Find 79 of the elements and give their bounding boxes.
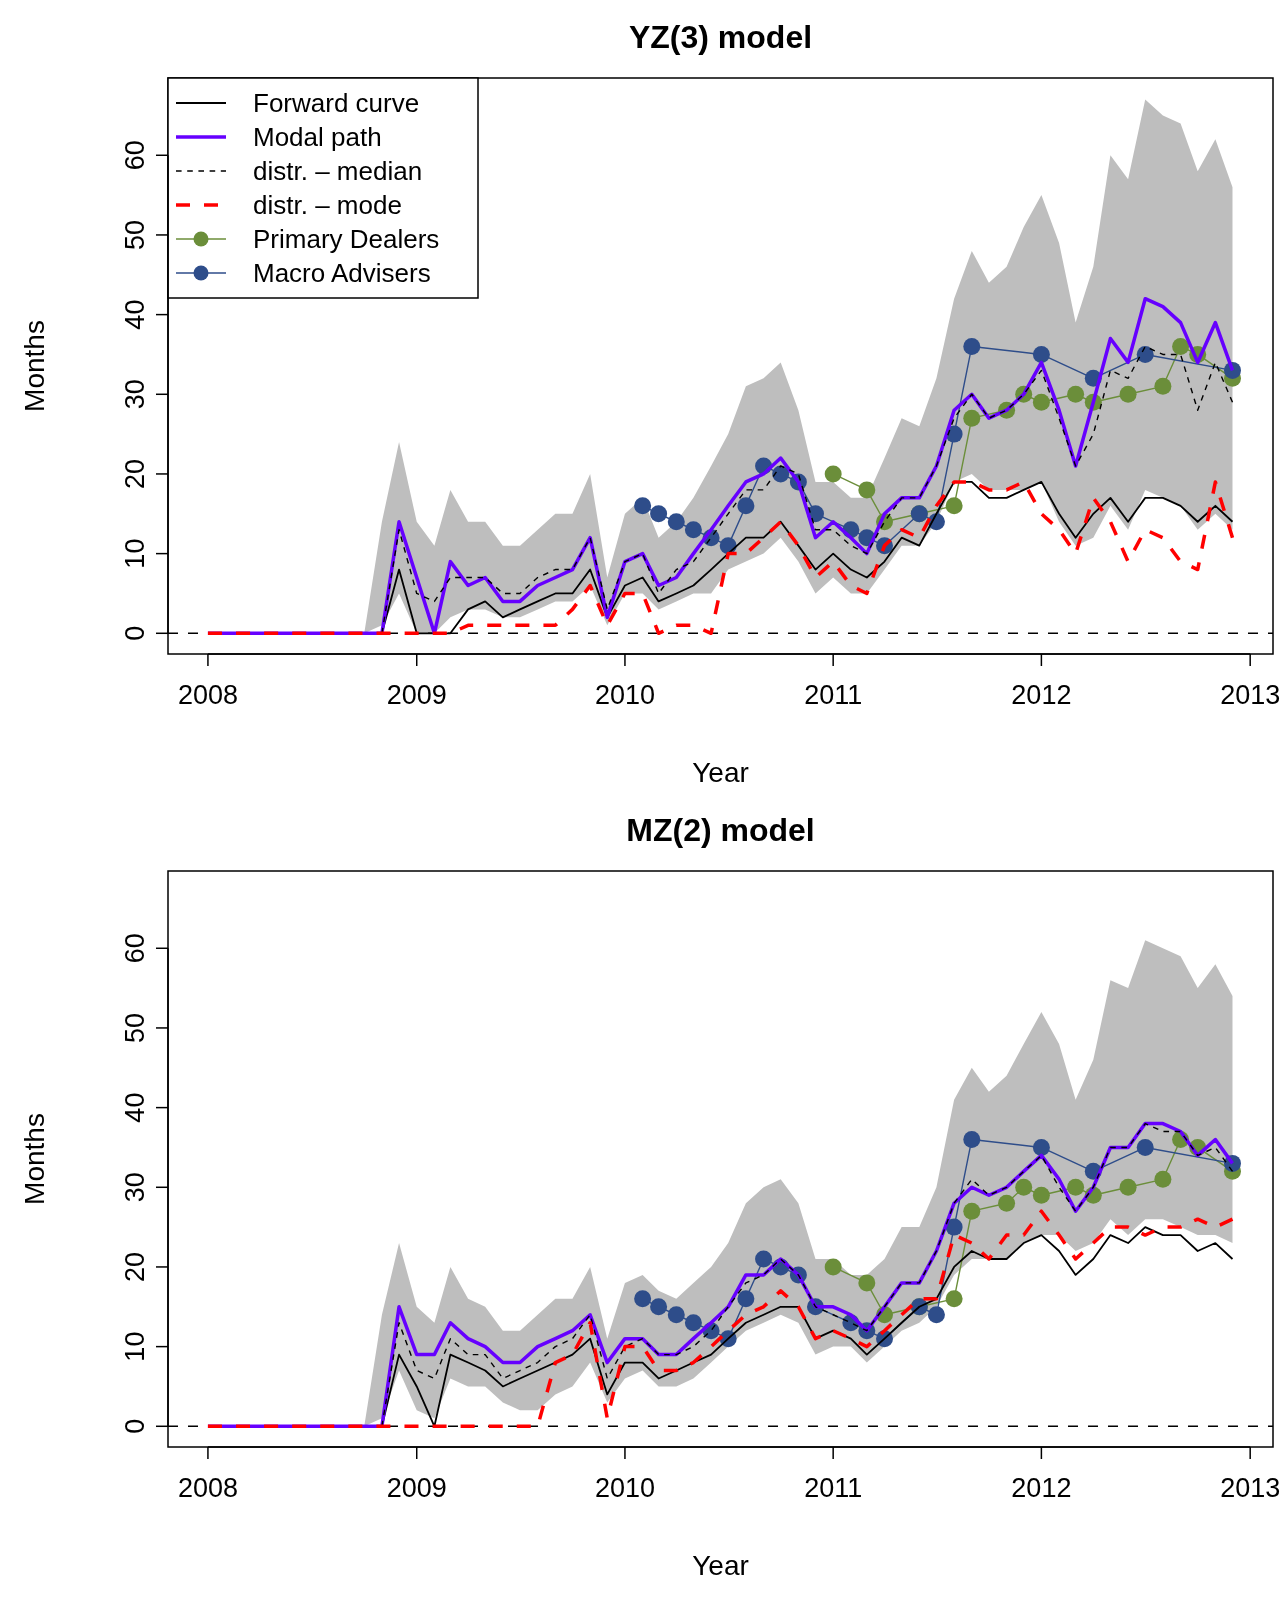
- y-tick-label: 50: [120, 219, 150, 250]
- point: [963, 409, 981, 427]
- point: [1154, 377, 1172, 395]
- x-tick-label: 2010: [594, 680, 655, 710]
- x-axis-title: Year: [692, 1550, 749, 1581]
- point: [772, 465, 790, 483]
- point: [1032, 345, 1050, 363]
- point: [1015, 1178, 1033, 1196]
- y-axis-title: Months: [19, 320, 50, 412]
- y-tick-label: 0: [120, 625, 150, 641]
- point: [927, 1306, 945, 1324]
- point: [1154, 1170, 1172, 1188]
- x-axis-title: Year: [692, 757, 749, 788]
- point: [737, 1290, 755, 1308]
- legend-label: distr. – median: [253, 156, 423, 186]
- point: [755, 1250, 773, 1268]
- point: [1119, 1178, 1137, 1196]
- x-tick-label: 2008: [177, 1473, 238, 1503]
- point: [1032, 1186, 1050, 1204]
- chart-title: MZ(2) model: [626, 812, 815, 848]
- line-series: [206, 480, 1235, 636]
- point: [945, 1218, 963, 1236]
- y-tick-label: 10: [120, 1331, 150, 1362]
- y-tick-label: 10: [120, 538, 150, 569]
- point: [1032, 393, 1050, 411]
- y-tick-label: 40: [120, 1092, 150, 1123]
- x-tick-label: 2013: [1220, 1473, 1281, 1503]
- y-tick-label: 60: [120, 933, 150, 964]
- x-tick-label: 2009: [386, 1473, 447, 1503]
- x-tick-label: 2010: [594, 1473, 655, 1503]
- y-tick-label: 20: [120, 1251, 150, 1282]
- legend-label: distr. – mode: [253, 190, 402, 220]
- x-tick-label: 2011: [804, 1473, 863, 1503]
- legend-label: Primary Dealers: [253, 224, 440, 254]
- line-series: [206, 1209, 1235, 1429]
- point: [963, 1202, 981, 1220]
- x-tick-label: 2012: [1011, 1473, 1072, 1503]
- y-tick-label: 50: [120, 1012, 150, 1043]
- y-tick-label: 30: [120, 1172, 150, 1203]
- x-tick-label: 2012: [1011, 680, 1072, 710]
- point: [858, 481, 876, 499]
- point: [667, 513, 685, 531]
- point: [1067, 1178, 1085, 1196]
- legend-label: Modal path: [253, 122, 382, 152]
- point: [737, 497, 755, 515]
- x-tick-label: 2013: [1220, 680, 1281, 710]
- point: [963, 337, 981, 355]
- y-tick-label: 20: [120, 458, 150, 489]
- x-tick-label: 2008: [177, 680, 238, 710]
- chart-title: YZ(3) model: [628, 19, 813, 55]
- point: [824, 1258, 842, 1276]
- point: [650, 1298, 668, 1316]
- y-tick-label: 0: [120, 1418, 150, 1434]
- y-tick-label: 60: [120, 140, 150, 171]
- point: [684, 521, 702, 539]
- point: [667, 1306, 685, 1324]
- point: [1032, 1138, 1050, 1156]
- point: [684, 1314, 702, 1332]
- point: [1136, 345, 1154, 363]
- point: [858, 1274, 876, 1292]
- x-tick-label: 2009: [386, 680, 447, 710]
- point: [998, 1194, 1016, 1212]
- y-tick-label: 40: [120, 299, 150, 330]
- point: [634, 1290, 652, 1308]
- point: [945, 497, 963, 515]
- point: [634, 497, 652, 515]
- point: [824, 465, 842, 483]
- legend-label: Forward curve: [253, 88, 420, 118]
- point: [1067, 385, 1085, 403]
- point: [945, 1290, 963, 1308]
- point: [1172, 337, 1190, 355]
- y-axis-title: Months: [19, 1113, 50, 1205]
- x-tick-label: 2011: [804, 680, 863, 710]
- legend-label: Macro Advisers: [253, 258, 431, 288]
- point: [963, 1130, 981, 1148]
- point: [1119, 385, 1137, 403]
- point: [1136, 1138, 1154, 1156]
- point: [650, 505, 668, 523]
- y-tick-label: 30: [120, 379, 150, 410]
